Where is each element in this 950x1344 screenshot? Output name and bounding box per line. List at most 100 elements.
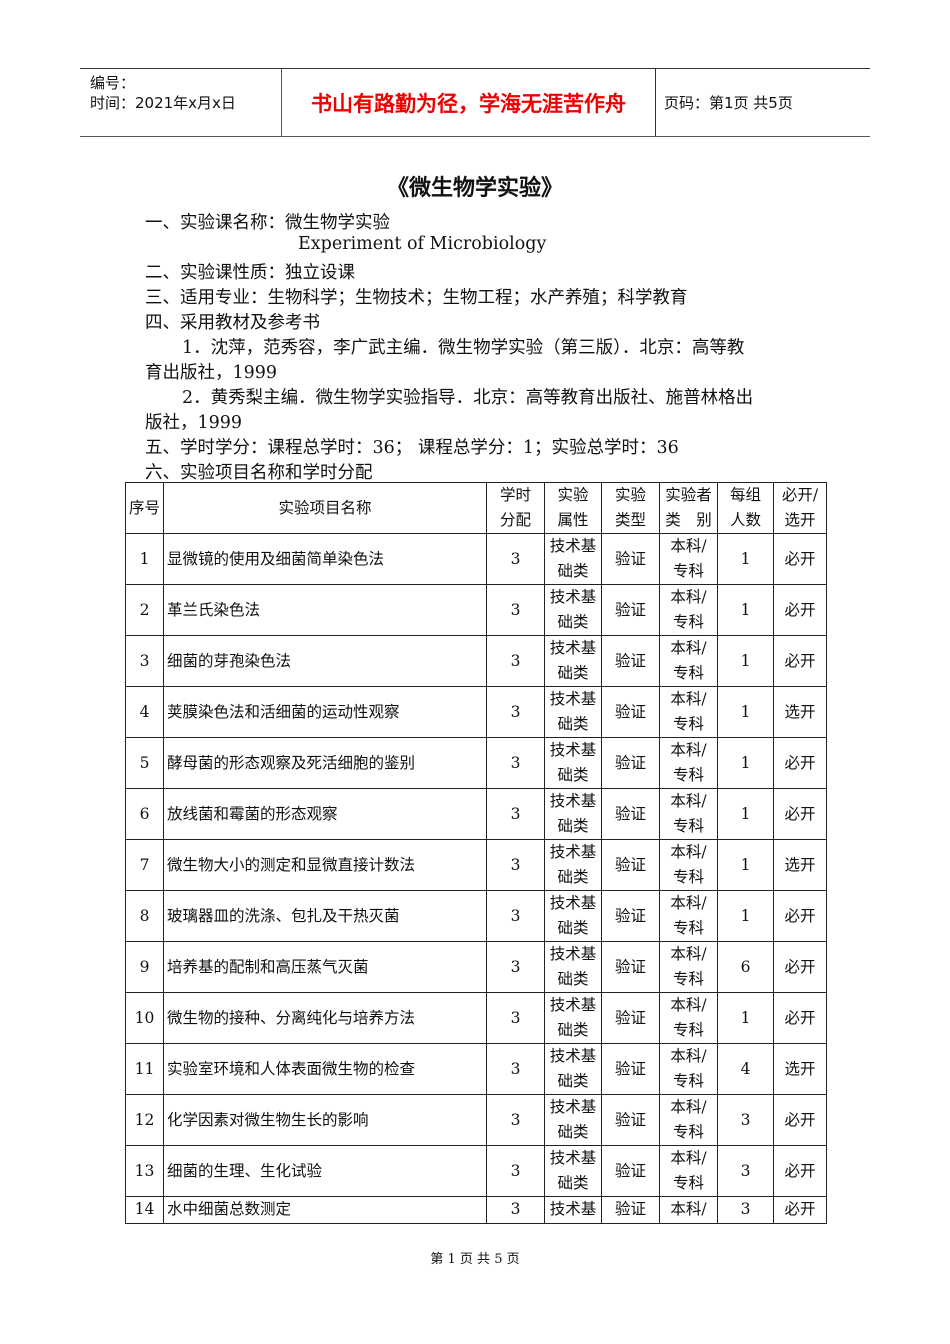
table-cell: 技术基 础类 — [544, 1094, 602, 1146]
table-cell: 本科/ 专科 — [659, 839, 718, 891]
table-row: 3 细菌的芽孢染色法 3 技术基 础类 验证 本科/ 专科 1 必开 — [125, 635, 827, 687]
table-cell: 技术基 础类 — [544, 1043, 602, 1095]
table-cell: 本科/ 专科 — [659, 686, 718, 738]
table-cell: 必开 — [773, 1196, 827, 1224]
table-cell: 14 — [125, 1196, 164, 1224]
table-cell: 3 — [717, 1196, 774, 1224]
table-cell: 3 — [486, 839, 545, 891]
table-cell: 3 — [486, 890, 545, 942]
table-cell: 本科/ 专科 — [659, 1043, 718, 1095]
table-cell: 技术基 础类 — [544, 941, 602, 993]
page-label: 页码：第1页 共5页 — [664, 94, 793, 112]
table-cell: 技术基 — [544, 1196, 602, 1224]
table-cell: 6 — [125, 788, 164, 840]
table-cell: 验证 — [601, 1094, 660, 1146]
page-footer: 第 1 页 共 5 页 — [430, 1252, 520, 1267]
table-cell: 必开 — [773, 890, 827, 942]
column-header: 序号 — [125, 482, 164, 534]
table-row: 13 细菌的生理、生化试验 3 技术基 础类 验证 本科/ 专科 3 必开 — [125, 1145, 827, 1197]
table-cell: 技术基 础类 — [544, 788, 602, 840]
line-ref1-cont: 育出版社，1999 — [145, 363, 278, 383]
table-cell: 酵母菌的形态观察及死活细胞的鉴别 — [163, 737, 487, 789]
table-cell: 选开 — [773, 1043, 827, 1095]
table-cell: 必开 — [773, 737, 827, 789]
line-majors: 三、适用专业：生物科学；生物技术；生物工程；水产养殖；科学教育 — [145, 288, 688, 308]
table-cell: 必开 — [773, 1145, 827, 1197]
table-cell: 显微镜的使用及细菌简单染色法 — [163, 533, 487, 585]
table-cell: 验证 — [601, 941, 660, 993]
table-cell: 验证 — [601, 737, 660, 789]
table-cell: 必开 — [773, 533, 827, 585]
table-cell: 3 — [717, 1094, 774, 1146]
table-cell: 技术基 础类 — [544, 890, 602, 942]
table-cell: 3 — [486, 1145, 545, 1197]
table-row: 14 水中细菌总数测定 3 技术基 验证 本科/3 必开 — [125, 1196, 827, 1224]
doc-title: 《微生物学实验》 — [386, 176, 563, 201]
table-cell: 必开 — [773, 992, 827, 1044]
table-cell: 3 — [486, 941, 545, 993]
table-cell: 验证 — [601, 533, 660, 585]
table-cell: 4 — [125, 686, 164, 738]
table-cell: 验证 — [601, 686, 660, 738]
table-cell: 本科/ 专科 — [659, 737, 718, 789]
table-cell: 技术基 础类 — [544, 584, 602, 636]
table-cell: 3 — [486, 584, 545, 636]
table-cell: 1 — [717, 788, 774, 840]
table-cell: 12 — [125, 1094, 164, 1146]
table-cell: 验证 — [601, 788, 660, 840]
column-header: 每组 人数 — [717, 482, 774, 534]
table-cell: 必开 — [773, 635, 827, 687]
line-course-english: Experiment of Microbiology — [298, 234, 547, 254]
table-row: 11 实验室环境和人体表面微生物的检查 3 技术基 础类 验证 本科/ 专科 4 选开 — [125, 1043, 827, 1095]
table-cell: 5 — [125, 737, 164, 789]
line-course-nature: 二、实验课性质：独立设课 — [145, 263, 355, 283]
table-row: 5 酵母菌的形态观察及死活细胞的鉴别 3 技术基 础类 验证 本科/ 专科 1 必开 — [125, 737, 827, 789]
table-header-row: 序号 实验项目名称 学时 分配 实验 属性 实验 类型 实验者 类 别每组 人数 必开/ 选… — [125, 482, 827, 534]
table-row: 10 微生物的接种、分离纯化与培养方法 3 技术基 础类 验证 本科/ 专科 1 必开 — [125, 992, 827, 1044]
table-cell: 1 — [717, 686, 774, 738]
table-cell: 技术基 础类 — [544, 737, 602, 789]
page-header: 编号： 时间：2021年x月x日 书山有路勤为径，学海无涯苦作舟 页码：第1页 … — [80, 68, 870, 137]
table-cell: 微生物大小的测定和显微直接计数法 — [163, 839, 487, 891]
table-cell: 必开 — [773, 941, 827, 993]
table-cell: 放线菌和霉菌的形态观察 — [163, 788, 487, 840]
experiment-table: 序号 实验项目名称 学时 分配 实验 属性 实验 类型 实验者 类 别每组 人数 必开/ 选… — [125, 482, 827, 1224]
table-cell: 验证 — [601, 635, 660, 687]
table-row: 6 放线菌和霉菌的形态观察 3 技术基 础类 验证 本科/ 专科 1 必开 — [125, 788, 827, 840]
table-row: 2 革兰氏染色法 3 技术基 础类 验证 本科/ 专科 1 必开 — [125, 584, 827, 636]
table-cell: 革兰氏染色法 — [163, 584, 487, 636]
table-cell: 技术基 础类 — [544, 992, 602, 1044]
table-cell: 实验室环境和人体表面微生物的检查 — [163, 1043, 487, 1095]
line-hours: 五、学时学分：课程总学时：36； 课程总学分：1；实验总学时：36 — [145, 438, 679, 458]
table-cell: 本科/ 专科 — [659, 941, 718, 993]
table-row: 4 荚膜染色法和活细菌的运动性观察 3 技术基 础类 验证 本科/ 专科 1 选开 — [125, 686, 827, 738]
table-cell: 细菌的芽孢染色法 — [163, 635, 487, 687]
table-cell: 技术基 础类 — [544, 839, 602, 891]
table-cell: 1 — [125, 533, 164, 585]
table-row: 1 显微镜的使用及细菌简单染色法 3 技术基 础类 验证 本科/ 专科 1 必开 — [125, 533, 827, 585]
table-cell: 3 — [486, 635, 545, 687]
date-label: 时间：2021年x月x日 — [90, 94, 236, 112]
table-cell: 9 — [125, 941, 164, 993]
table-cell: 技术基 础类 — [544, 533, 602, 585]
table-cell: 2 — [125, 584, 164, 636]
table-row: 8 玻璃器皿的洗涤、包扎及干热灭菌 3 技术基 础类 验证 本科/ 专科 1 必开 — [125, 890, 827, 942]
table-cell: 化学因素对微生物生长的影响 — [163, 1094, 487, 1146]
table-cell: 本科/ 专科 — [659, 635, 718, 687]
table-cell: 微生物的接种、分离纯化与培养方法 — [163, 992, 487, 1044]
table-cell: 本科/ 专科 — [659, 788, 718, 840]
table-cell: 3 — [486, 1043, 545, 1095]
line-course-name: 一、实验课名称：微生物学实验 — [145, 213, 390, 233]
table-cell: 必开 — [773, 584, 827, 636]
table-cell: 本科/ 专科 — [659, 1094, 718, 1146]
motto: 书山有路勤为径，学海无涯苦作舟 — [281, 69, 656, 136]
table-cell: 10 — [125, 992, 164, 1044]
line-items-heading: 六、实验项目名称和学时分配 — [145, 463, 373, 483]
table-cell: 4 — [717, 1043, 774, 1095]
table-cell: 验证 — [601, 1145, 660, 1197]
line-ref2: 2．黄秀梨主编．微生物学实验指导．北京：高等教育出版社、施普林格出 — [182, 388, 754, 408]
table-cell: 本科/ 专科 — [659, 584, 718, 636]
table-cell: 玻璃器皿的洗涤、包扎及干热灭菌 — [163, 890, 487, 942]
table-cell: 水中细菌总数测定 — [163, 1196, 487, 1224]
table-cell: 必开 — [773, 788, 827, 840]
